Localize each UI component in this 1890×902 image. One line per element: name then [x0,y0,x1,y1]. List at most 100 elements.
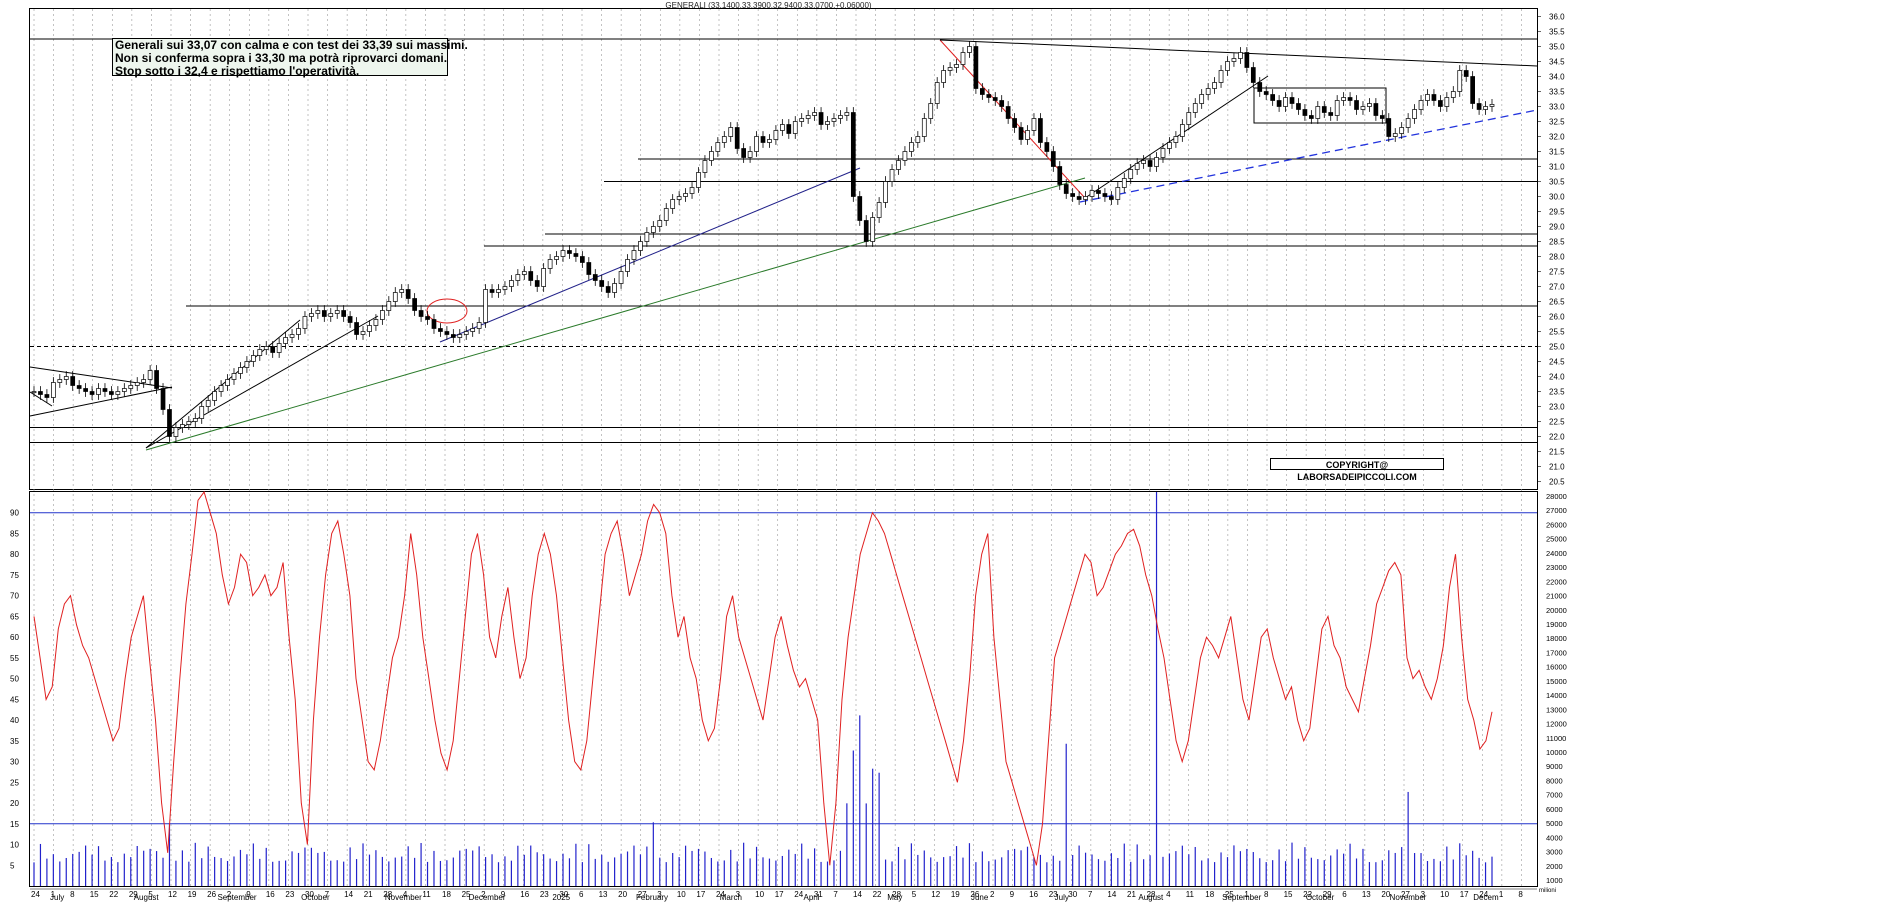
candle-body [741,148,746,158]
candle-body [44,394,50,398]
x-tick-label: 24 [1479,890,1488,899]
candle-body [1270,94,1276,101]
x-tick-label: 23 [285,890,294,899]
candle-body [928,103,934,119]
annotation-line-2: Non si conferma sopra i 33,30 ma potrà r… [115,51,448,65]
oscillator-tick-label: 90 [10,509,19,518]
x-tick-label: 29 [1323,890,1332,899]
x-tick-label: 15 [90,890,99,899]
x-tick-label: 30 [1068,890,1077,899]
candle-body [909,142,914,152]
x-tick-label: 31 [814,890,823,899]
candle-body [721,136,727,143]
candle-body [1231,58,1237,62]
month-label: November [385,893,422,902]
candle-body [767,139,772,143]
candle-body [644,232,650,242]
candle-body [1012,118,1017,128]
oscillator-layer [30,490,1537,886]
candle-body [857,196,863,221]
candle-body [89,391,95,395]
x-tick-label: 14 [344,890,353,899]
candle-body [921,118,927,137]
oscillator-tick-label: 75 [10,571,19,580]
candle-body [638,241,643,251]
candle-body [1309,115,1314,119]
candle-body [315,310,321,314]
oscillator-tick-label: 25 [10,778,19,787]
candle-body [780,124,785,131]
y-tick-label: 33.0 [1549,103,1565,112]
candle-body [1096,190,1101,194]
candle-body [476,322,482,329]
x-tick-label: 13 [1362,890,1371,899]
candle-body [192,418,198,422]
candle-body [676,196,682,200]
candle-body [1141,160,1146,164]
candle-body [1160,148,1166,158]
volume-tick-label: 13000 [1546,705,1567,714]
x-tick-label: 27 [638,890,647,899]
x-tick-label: 19 [188,890,197,899]
candle-body [463,331,469,335]
candle-body [418,310,424,317]
month-label: August [134,893,160,902]
candle-body [1063,184,1069,194]
candle-body [1147,160,1153,167]
candle-body [947,67,953,71]
candle-body [96,388,101,395]
y-tick-label: 30.5 [1549,178,1565,187]
x-tick-label: 16 [1029,890,1038,899]
x-tick-label: 17 [696,890,705,899]
candle-body [1470,76,1475,104]
chart-title: GENERALI (33.1400,33.3900,32.9400,33.070… [665,1,872,10]
oscillator-tick-label: 45 [10,695,19,704]
oscillator-tick-label: 15 [10,820,19,829]
trendlines [29,39,1538,451]
candle-body [1018,127,1024,140]
x-tick-label: 20 [1381,890,1390,899]
candle-body [102,388,108,392]
candle-body [373,319,379,326]
candle-body [554,256,559,260]
candle-body [496,289,501,293]
candle-body [728,127,734,137]
month-label: Decem [1473,893,1499,902]
candle-body [186,421,192,425]
candle-body [1367,103,1372,107]
candle-body [1109,196,1114,200]
candle-body [1070,193,1076,197]
oscillator-tick-label: 50 [10,675,19,684]
candle-body [515,274,521,281]
oscillator-line [33,490,1493,866]
x-tick-label: 23 [1049,890,1058,899]
candle-body [1115,187,1121,200]
trendline-green [145,177,1086,451]
candle-body [1321,106,1327,113]
candle-body [580,256,585,263]
candle-body [225,379,230,386]
candle-body [1373,103,1379,116]
candle-body [141,379,147,383]
month-label: September [217,893,256,902]
y-tick-label: 21.5 [1549,448,1565,457]
y-tick-label: 31.5 [1549,148,1565,157]
candle-body [328,313,334,317]
candle-body [812,112,817,116]
candle-body [883,181,888,203]
volume-tick-label: 28000 [1546,492,1567,501]
x-tick-label: 24 [716,890,725,899]
y-tick-label: 25.5 [1549,328,1565,337]
x-tick-label: 1 [51,890,56,899]
candle-body [1302,109,1308,116]
candle-body [289,334,295,338]
candle-body [1276,100,1282,107]
triangle-upper [29,366,173,389]
candle-body [321,310,327,317]
month-label: August [1138,893,1164,902]
volume-tick-label: 15000 [1546,677,1567,686]
volume-tick-label: 2000 [1546,862,1563,871]
candle-body [1315,106,1321,119]
y-tick-label: 22.5 [1549,418,1565,427]
candle-body [1179,124,1185,137]
